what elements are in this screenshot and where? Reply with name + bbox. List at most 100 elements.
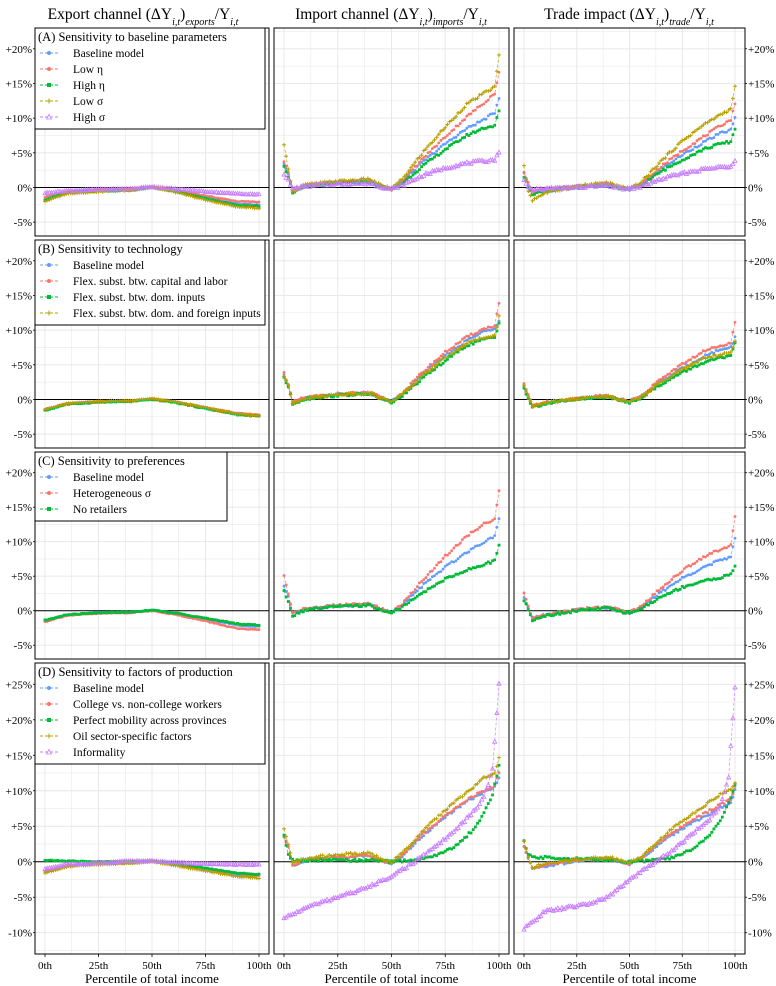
data-point xyxy=(493,112,497,115)
data-point xyxy=(286,592,290,596)
data-point xyxy=(678,363,682,367)
data-point xyxy=(282,374,286,379)
data-point xyxy=(415,382,419,386)
data-point xyxy=(494,152,500,158)
data-point xyxy=(234,199,237,203)
data-point xyxy=(493,123,497,127)
data-point xyxy=(604,183,608,186)
data-point xyxy=(362,179,365,183)
data-point xyxy=(385,187,389,190)
data-point xyxy=(710,136,714,140)
data-point xyxy=(684,136,689,140)
data-point xyxy=(314,183,318,187)
panel-border xyxy=(513,239,746,449)
data-point xyxy=(439,570,443,574)
data-point xyxy=(670,578,674,581)
data-point xyxy=(714,348,718,352)
data-point xyxy=(649,597,652,601)
data-point xyxy=(469,831,473,835)
data-point xyxy=(619,609,623,613)
data-point xyxy=(424,580,428,584)
data-point xyxy=(657,589,661,592)
data-point xyxy=(695,360,699,365)
data-point xyxy=(433,574,436,578)
column-title-trade: Trade impact (ΔYi,t)trade/Yi,t xyxy=(544,6,714,28)
data-point xyxy=(256,191,262,197)
data-point xyxy=(572,397,577,402)
legend-key-marker xyxy=(47,51,51,55)
data-point xyxy=(583,395,588,400)
data-point xyxy=(607,184,610,188)
data-point xyxy=(728,163,734,169)
data-point xyxy=(372,392,377,396)
data-point xyxy=(314,393,319,398)
legend-label: Flex. subst. btw. capital and labor xyxy=(73,276,228,288)
data-point xyxy=(293,614,297,617)
data-point xyxy=(446,134,449,137)
data-point xyxy=(435,563,439,567)
data-point xyxy=(411,170,415,174)
data-point xyxy=(714,115,718,120)
data-point xyxy=(458,541,462,545)
data-point xyxy=(416,173,423,179)
data-point xyxy=(461,838,464,842)
data-point xyxy=(257,205,261,208)
data-point xyxy=(720,344,724,348)
data-point xyxy=(458,138,462,142)
data-point xyxy=(579,397,583,401)
data-point xyxy=(344,393,349,398)
data-point xyxy=(235,204,240,209)
data-point xyxy=(528,399,533,404)
panel-B-imports xyxy=(273,239,510,449)
data-point xyxy=(495,503,499,507)
data-point xyxy=(731,569,735,573)
data-point xyxy=(645,181,652,187)
data-point xyxy=(291,191,294,195)
data-point xyxy=(225,197,229,201)
data-point xyxy=(484,100,488,104)
data-point xyxy=(674,367,678,371)
data-point xyxy=(672,159,676,163)
data-point xyxy=(693,364,697,368)
data-point xyxy=(405,391,408,395)
data-point xyxy=(733,536,737,540)
data-point xyxy=(450,143,454,146)
data-point xyxy=(418,380,421,384)
data-point xyxy=(251,200,254,203)
data-point xyxy=(422,375,426,379)
data-point xyxy=(718,142,722,146)
data-point xyxy=(182,192,186,197)
data-point xyxy=(281,171,287,177)
legend-label: Baseline model xyxy=(73,683,144,695)
data-point xyxy=(716,349,720,353)
data-point xyxy=(726,108,731,112)
data-point xyxy=(649,387,652,391)
series-B-trade-3 xyxy=(522,339,737,409)
data-point xyxy=(709,355,714,360)
data-point xyxy=(678,368,683,373)
data-point xyxy=(284,378,289,383)
data-point xyxy=(725,354,728,358)
data-point xyxy=(465,132,469,136)
data-point xyxy=(456,124,460,128)
data-point xyxy=(670,160,674,164)
data-point xyxy=(661,166,665,169)
data-point xyxy=(631,186,637,192)
data-point xyxy=(689,564,693,568)
data-point xyxy=(426,369,430,374)
data-point xyxy=(426,366,430,369)
data-point xyxy=(678,371,682,375)
data-point xyxy=(253,204,257,208)
y-tick-label: +10% xyxy=(6,537,32,549)
data-point xyxy=(661,379,666,384)
data-point xyxy=(282,142,286,147)
data-point xyxy=(668,580,671,584)
data-point xyxy=(227,198,231,202)
data-point xyxy=(729,543,733,546)
data-point xyxy=(299,396,303,400)
data-point xyxy=(424,576,428,580)
data-point xyxy=(212,196,216,199)
data-point xyxy=(413,588,417,591)
data-point xyxy=(668,157,671,161)
